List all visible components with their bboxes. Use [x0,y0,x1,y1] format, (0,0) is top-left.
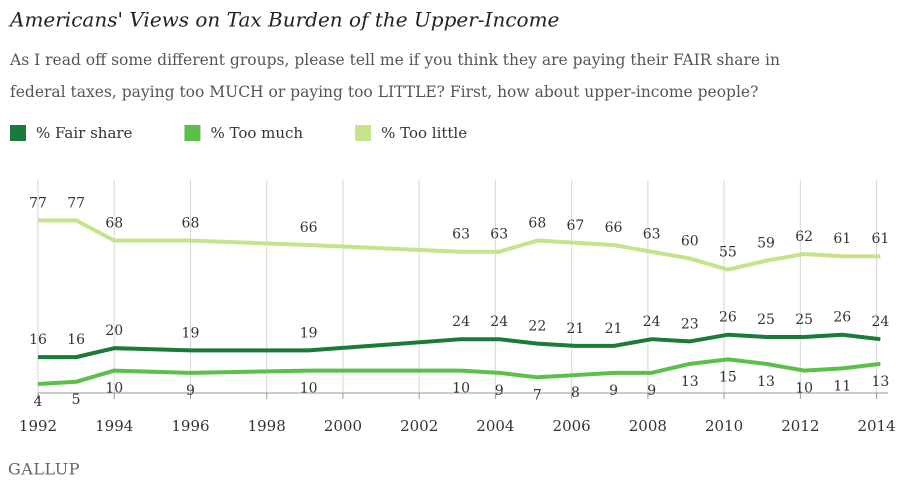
legend-label: % Too little [381,124,467,142]
data-label: 55 [719,245,737,261]
data-label: 77 [67,195,85,211]
data-label: 60 [681,233,699,249]
source: GALLUP [8,460,80,479]
data-label: 22 [528,319,546,335]
data-label: 16 [67,332,85,348]
legend-swatch [355,125,372,141]
data-label: 25 [757,312,775,328]
x-tick-label: 1992 [19,417,57,435]
data-label: 61 [871,231,889,247]
data-label: 62 [795,229,813,245]
data-label: 66 [605,220,623,236]
data-label: 10 [452,381,470,397]
data-label: 25 [795,312,813,328]
data-label: 24 [871,314,889,330]
legend-label: % Fair share [36,124,133,142]
subtitle: As I read off some different groups, ple… [9,51,780,69]
x-tick-label: 2012 [781,417,819,435]
data-label: 15 [719,369,737,385]
data-label: 24 [643,314,661,330]
data-label: 21 [567,321,585,337]
data-label: 11 [833,378,851,394]
data-label: 63 [643,227,661,243]
data-label: 8 [571,385,580,401]
x-tick-label: 2006 [553,417,591,435]
data-label: 16 [29,332,47,348]
x-tick-label: 2002 [400,417,438,435]
legend-label: % Too much [210,124,303,142]
data-label: 77 [29,195,47,211]
data-label: 9 [495,383,504,399]
data-label: 68 [105,216,123,232]
data-label: 9 [647,383,656,399]
data-label: 20 [105,323,123,339]
x-tick-label: 2010 [705,417,743,435]
data-label: 63 [490,227,508,243]
legend-swatch [184,125,201,141]
data-label: 66 [300,220,318,236]
data-label: 21 [605,321,623,337]
data-label: 9 [186,383,195,399]
x-tick-label: 2008 [629,417,667,435]
series-line [37,357,881,387]
data-label: 24 [490,314,508,330]
legend-swatch [10,125,26,141]
data-label: 26 [833,310,851,326]
data-label: 61 [833,231,851,247]
series-line [38,332,881,360]
x-tick-label: 2014 [857,417,895,435]
data-label: 59 [757,236,775,252]
data-label: 63 [452,227,470,243]
data-label: 10 [795,381,813,397]
data-label: 13 [757,374,775,390]
data-label: 10 [300,381,318,397]
data-label: 10 [105,381,123,397]
data-label: 13 [871,374,889,390]
data-label: 4 [34,394,43,410]
data-label: 19 [182,325,200,341]
data-label: 67 [567,218,585,234]
data-label: 26 [719,310,737,326]
data-label: 13 [681,374,699,390]
data-label: 5 [72,392,81,408]
chart-title: Americans' Views on Tax Burden of the Up… [8,8,559,32]
x-tick-label: 1998 [248,417,286,435]
data-label: 68 [182,216,200,232]
data-label: 19 [300,325,318,341]
data-label: 23 [681,316,699,332]
data-label: 68 [528,216,546,232]
x-tick-label: 1994 [95,417,133,435]
data-label: 7 [533,387,542,403]
series-line [38,218,881,272]
subtitle: federal taxes, paying too MUCH or paying… [10,83,758,101]
x-tick-label: 2004 [476,417,514,435]
x-tick-label: 2000 [324,417,362,435]
x-tick-label: 1996 [171,417,209,435]
data-label: 24 [452,314,470,330]
data-label: 9 [609,383,618,399]
